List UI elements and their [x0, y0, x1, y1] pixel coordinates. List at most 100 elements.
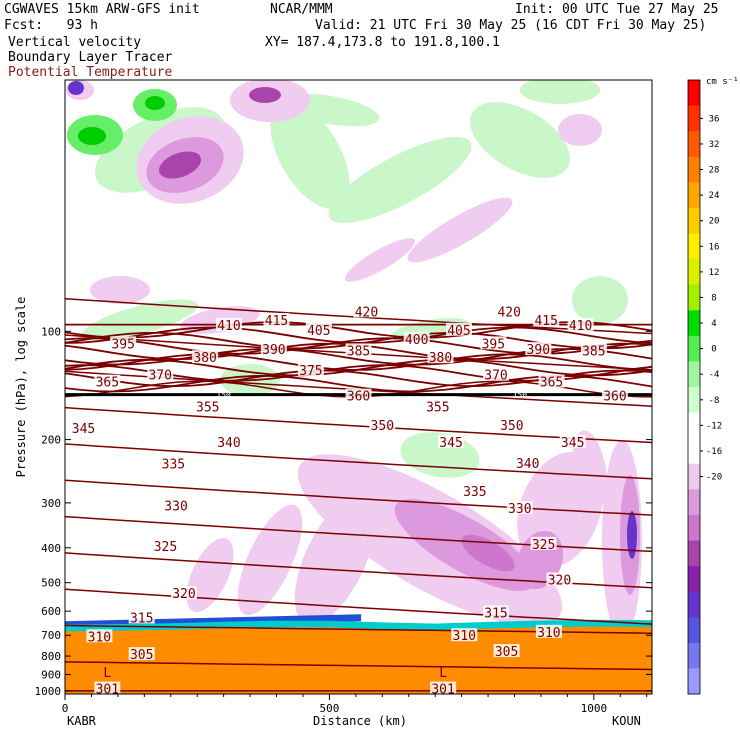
plot-frame — [64, 79, 653, 695]
contour-label-bg-29 — [438, 434, 465, 448]
terrain-fill — [65, 626, 652, 694]
contour-label-370: 370 — [484, 369, 507, 384]
velocity-shade-2 — [328, 136, 472, 224]
contour-label-bg-41 — [128, 610, 155, 624]
contour-label-301: 301 — [96, 683, 119, 698]
contour-label-bg-32 — [514, 455, 541, 469]
contour-label-335: 335 — [463, 485, 486, 500]
contour-label-bg-14 — [580, 343, 607, 357]
contour-label-bg-8 — [403, 331, 430, 345]
contour-label-bg-34 — [461, 483, 488, 497]
colorbar-swatch-22 — [688, 642, 700, 669]
velocity-shade-6 — [81, 299, 199, 341]
colorbar-swatch-12 — [688, 387, 700, 414]
contour-label-bg-25 — [424, 399, 451, 413]
colorbar-label--4: -4 — [709, 370, 720, 380]
contour-label-bg-27 — [498, 417, 525, 431]
velocity-shade-19 — [249, 87, 281, 103]
contour-label-bg-18 — [147, 367, 174, 381]
contour-label-bg-30 — [559, 434, 586, 448]
contour-label-335: 335 — [162, 457, 185, 472]
field-potential-temperature: Potential Temperature — [8, 65, 173, 80]
colorbar-swatch-6 — [688, 233, 700, 260]
tropopause-label-0: 150 — [216, 391, 231, 400]
colorbar-label-12: 12 — [709, 268, 720, 278]
colorbar-label-4: 4 — [711, 319, 716, 329]
contour-label-bg-13 — [345, 343, 372, 357]
contour-label-bg-4 — [215, 317, 242, 331]
colorbar-label-24: 24 — [709, 191, 720, 201]
contour-label-395: 395 — [482, 337, 505, 352]
contour-label-bg-49 — [430, 681, 457, 694]
contour-label-bg-11 — [260, 342, 287, 356]
contour-label-bg-45 — [535, 624, 562, 638]
contour-label-350: 350 — [500, 419, 523, 434]
init-time: Init: 00 UTC Tue 27 May 25 — [515, 2, 719, 17]
colorbar-swatch-11 — [688, 361, 700, 388]
contour-label-405: 405 — [447, 324, 470, 339]
velocity-shade-8 — [572, 276, 628, 324]
contour-label-bg-1 — [496, 304, 523, 318]
y-tick-label-600: 600 — [41, 605, 61, 618]
vertical-velocity-shading — [66, 80, 642, 640]
y-tick-label-500: 500 — [41, 577, 61, 590]
contour-label-bg-10 — [480, 336, 507, 350]
contour-label-bg-46 — [128, 647, 155, 661]
contour-label-390: 390 — [527, 343, 550, 358]
colorbar-swatch-9 — [688, 310, 700, 337]
contour-label-bg-40 — [546, 572, 573, 586]
contour-label-365: 365 — [96, 376, 119, 391]
colorbar-label--12: -12 — [706, 421, 722, 431]
y-tick-label-1000: 1000 — [35, 685, 62, 698]
contour-label-bg-36 — [506, 501, 533, 515]
contour-label-bg-23 — [601, 388, 628, 402]
contour-label-bg-3 — [533, 312, 560, 326]
contour-label-350: 350 — [371, 419, 394, 434]
x-tick-label-1000: 1000 — [581, 702, 608, 715]
velocity-shade-12 — [78, 127, 106, 145]
velocity-shade-26 — [68, 81, 84, 95]
velocity-shade-31 — [237, 504, 303, 616]
colorbar-swatch-5 — [688, 207, 700, 234]
xy-coordinates: XY= 187.4,173.8 to 191.8,100.1 — [265, 35, 500, 50]
colorbar-label-28: 28 — [709, 166, 720, 176]
contour-label-360: 360 — [347, 390, 370, 405]
contour-label-315: 315 — [484, 606, 507, 621]
contour-label-bg-28 — [70, 421, 97, 435]
y-tick-label-300: 300 — [41, 497, 61, 510]
contour-label-355: 355 — [426, 401, 449, 416]
contour-label-320: 320 — [172, 587, 195, 602]
y-axis-label: Pressure (hPa), log scale — [14, 297, 28, 478]
contour-label-bg-2 — [263, 312, 290, 326]
y-tick-label-900: 900 — [41, 668, 61, 681]
theta-contour-labels: 420 420 415 415 410 410 405 405 400 395 395 390 390 3… — [70, 304, 628, 698]
field-vertical-velocity: Vertical velocity — [8, 35, 142, 50]
contour-label-340: 340 — [516, 457, 539, 472]
contour-label-305: 305 — [495, 645, 518, 660]
colorbar-swatch-8 — [688, 284, 700, 311]
theta-contour-315 — [65, 588, 652, 625]
contour-label-bg-47 — [493, 644, 520, 658]
colorbar-swatch-1 — [688, 105, 700, 132]
contour-label-310: 310 — [537, 626, 560, 641]
contour-label-360: 360 — [603, 390, 626, 405]
contour-label-bg-37 — [152, 538, 179, 552]
y-tick-label-700: 700 — [41, 629, 61, 642]
x-tick-label-500: 500 — [319, 702, 339, 715]
contour-label-325: 325 — [532, 538, 555, 553]
contour-label-bg-26 — [369, 417, 396, 431]
colorbar-swatch-18 — [688, 540, 700, 567]
contour-label-390: 390 — [262, 343, 285, 358]
contour-label-345: 345 — [72, 422, 95, 437]
contour-label-bg-19 — [482, 367, 509, 381]
low-center-label-0: L — [103, 666, 111, 681]
contour-label-bg-42 — [482, 605, 509, 619]
valid-time: Valid: 21 UTC Fri 30 May 25 (16 CDT Fri … — [315, 18, 707, 33]
colorbar-swatch-23 — [688, 668, 700, 695]
theta-contour-400 — [65, 337, 652, 355]
contour-label-395: 395 — [111, 337, 134, 352]
theta-contour-340 — [65, 406, 652, 444]
contour-label-410: 410 — [217, 319, 240, 334]
contour-label-370: 370 — [148, 369, 171, 384]
